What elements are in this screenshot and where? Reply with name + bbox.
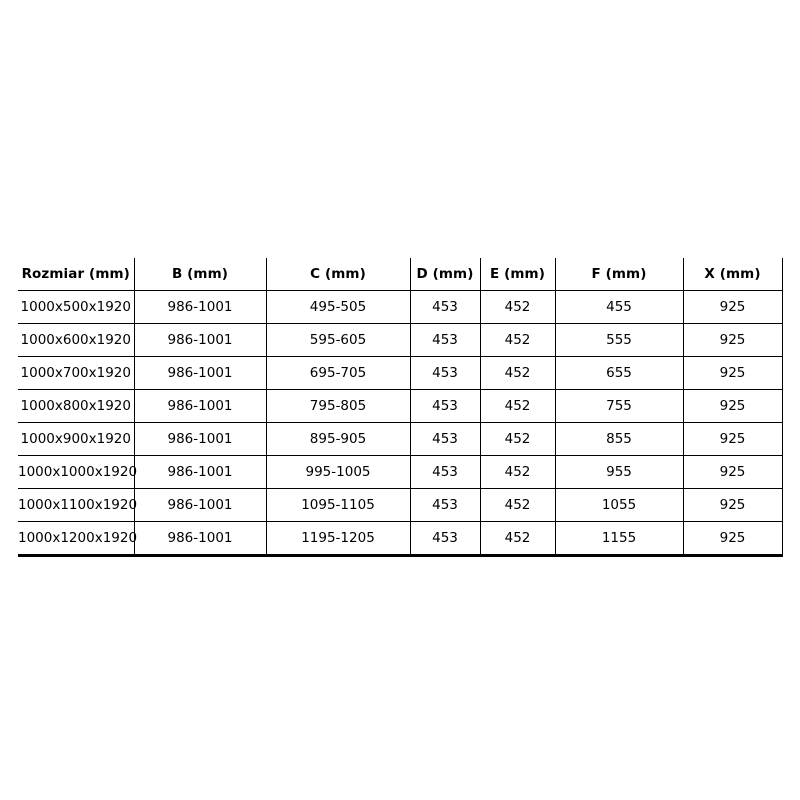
cell-c: 995-1005 xyxy=(266,455,411,489)
cell-c: 595-605 xyxy=(266,323,411,357)
table-row: 1000x600x1920 986-1001 595-605 453 452 555 925 xyxy=(18,323,783,357)
column-header-x[interactable]: X (mm) xyxy=(683,258,783,291)
cell-e: 452 xyxy=(480,356,556,390)
cell-b: 986-1001 xyxy=(134,488,267,522)
table-header-row: Rozmiar (mm) B (mm) C (mm) D (mm) E (mm) F (m… xyxy=(18,258,783,291)
cell-b: 986-1001 xyxy=(134,521,267,557)
cell-f: 655 xyxy=(555,356,684,390)
cell-b: 986-1001 xyxy=(134,323,267,357)
table-row: 1000x500x1920 986-1001 495-505 453 452 455 925 xyxy=(18,290,783,324)
cell-size: 1000x600x1920 xyxy=(18,323,135,357)
cell-e: 452 xyxy=(480,323,556,357)
cell-d: 453 xyxy=(410,455,481,489)
cell-d: 453 xyxy=(410,521,481,557)
cell-x: 925 xyxy=(683,422,783,456)
cell-f: 1155 xyxy=(555,521,684,557)
cell-f: 1055 xyxy=(555,488,684,522)
cell-d: 453 xyxy=(410,488,481,522)
cell-c: 895-905 xyxy=(266,422,411,456)
table-body: 1000x500x1920 986-1001 495-505 453 452 455 925… xyxy=(18,290,783,557)
cell-f: 955 xyxy=(555,455,684,489)
cell-size: 1000x500x1920 xyxy=(18,290,135,324)
column-header-b[interactable]: B (mm) xyxy=(134,258,267,291)
cell-size: 1000x700x1920 xyxy=(18,356,135,390)
cell-size: 1000x1100x1920 xyxy=(18,488,137,522)
table-row: 1000x1000x1920 986-1001 995-1005 453 452 955 9… xyxy=(18,455,783,489)
cell-b: 986-1001 xyxy=(134,356,267,390)
cell-x: 925 xyxy=(683,356,783,390)
cell-c: 795-805 xyxy=(266,389,411,423)
cell-f: 755 xyxy=(555,389,684,423)
column-header-e[interactable]: E (mm) xyxy=(480,258,556,291)
table-row: 1000x1100x1920 986-1001 1095-1105 453 452 105… xyxy=(18,488,783,522)
table-row: 1000x1200x1920 986-1001 1195-1205 453 452 115… xyxy=(18,521,783,557)
cell-f: 855 xyxy=(555,422,684,456)
cell-d: 453 xyxy=(410,422,481,456)
cell-x: 925 xyxy=(683,488,783,522)
table-row: 1000x700x1920 986-1001 695-705 453 452 655 925 xyxy=(18,356,783,390)
cell-f: 455 xyxy=(555,290,684,324)
cell-x: 925 xyxy=(683,521,783,557)
table-row: 1000x900x1920 986-1001 895-905 453 452 855 925 xyxy=(18,422,783,456)
cell-b: 986-1001 xyxy=(134,389,267,423)
cell-e: 452 xyxy=(480,455,556,489)
cell-x: 925 xyxy=(683,323,783,357)
cell-b: 986-1001 xyxy=(134,455,267,489)
cell-x: 925 xyxy=(683,455,783,489)
cell-size: 1000x900x1920 xyxy=(18,422,135,456)
cell-b: 986-1001 xyxy=(134,290,267,324)
cell-e: 452 xyxy=(480,290,556,324)
cell-c: 495-505 xyxy=(266,290,411,324)
cell-e: 452 xyxy=(480,389,556,423)
cell-e: 452 xyxy=(480,422,556,456)
column-header-f[interactable]: F (mm) xyxy=(555,258,684,291)
cell-x: 925 xyxy=(683,389,783,423)
cell-e: 452 xyxy=(480,488,556,522)
dimensions-table: Rozmiar (mm) B (mm) C (mm) D (mm) E (mm) F (m… xyxy=(18,258,783,557)
cell-d: 453 xyxy=(410,290,481,324)
cell-e: 452 xyxy=(480,521,556,557)
cell-d: 453 xyxy=(410,389,481,423)
cell-size: 1000x800x1920 xyxy=(18,389,135,423)
cell-c: 1095-1105 xyxy=(266,488,411,522)
column-header-size[interactable]: Rozmiar (mm) xyxy=(18,258,135,291)
column-header-d[interactable]: D (mm) xyxy=(410,258,481,291)
cell-c: 1195-1205 xyxy=(266,521,411,557)
cell-f: 555 xyxy=(555,323,684,357)
cell-size: 1000x1200x1920 xyxy=(18,521,137,557)
cell-c: 695-705 xyxy=(266,356,411,390)
cell-x: 925 xyxy=(683,290,783,324)
table-header: Rozmiar (mm) B (mm) C (mm) D (mm) E (mm) F (m… xyxy=(18,258,783,291)
column-header-c[interactable]: C (mm) xyxy=(266,258,411,291)
dimensions-table-container: Rozmiar (mm) B (mm) C (mm) D (mm) E (mm) F (m… xyxy=(18,258,783,557)
cell-size: 1000x1000x1920 xyxy=(18,455,137,489)
cell-b: 986-1001 xyxy=(134,422,267,456)
cell-d: 453 xyxy=(410,356,481,390)
cell-d: 453 xyxy=(410,323,481,357)
table-row: 1000x800x1920 986-1001 795-805 453 452 755 925 xyxy=(18,389,783,423)
